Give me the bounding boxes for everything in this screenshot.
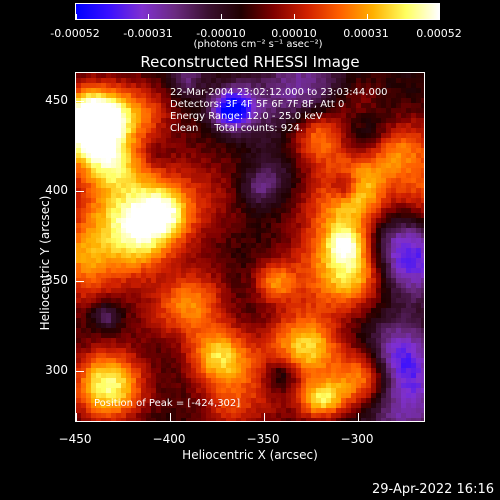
plot-title: Reconstructed RHESSI Image (140, 53, 360, 71)
info-energy-range: Energy Range: 12.0 - 25.0 keV (170, 111, 323, 122)
info-time-range: 22-Mar-2004 23:02:12.000 to 23:03:44.000 (170, 87, 388, 98)
y-tick-label: 300 (45, 363, 68, 377)
x-axis-title: Heliocentric X (arcsec) (182, 448, 318, 462)
peak-position: Position of Peak = [-424,302] (94, 398, 241, 409)
colorbar-tick-label: 0.00010 (271, 27, 317, 40)
colorbar-unit: (photons cm⁻² s⁻¹ asec⁻²) (193, 39, 323, 50)
image-plot: 22-Mar-2004 23:02:12.000 to 23:03:44.000… (75, 72, 425, 422)
y-tick-label: 350 (45, 273, 68, 287)
colorbar-tick-label: -0.00031 (123, 27, 173, 40)
x-tick-label: −300 (340, 432, 374, 446)
info-total-counts: Clean Total counts: 924. (170, 123, 304, 134)
y-tick-label: 400 (45, 183, 68, 197)
colorbar (75, 3, 440, 20)
colorbar-tick-label: -0.00010 (196, 27, 246, 40)
y-axis-title: Heliocentric Y (arcsec) (38, 195, 52, 331)
rhessi-image-heatmap (76, 73, 424, 421)
timestamp: 29-Apr-2022 16:16 (372, 482, 494, 497)
x-tick-label: −350 (246, 432, 280, 446)
x-tick-label: −400 (152, 432, 186, 446)
info-detectors: Detectors: 3F 4F 5F 6F 7F 8F, Att 0 (170, 99, 345, 110)
y-tick-label: 450 (45, 93, 68, 107)
colorbar-tick-label: 0.00031 (343, 27, 389, 40)
colorbar-tick-label: -0.00052 (50, 27, 100, 40)
colorbar-tick-label: 0.00052 (416, 27, 462, 40)
x-tick-label: −450 (58, 432, 92, 446)
